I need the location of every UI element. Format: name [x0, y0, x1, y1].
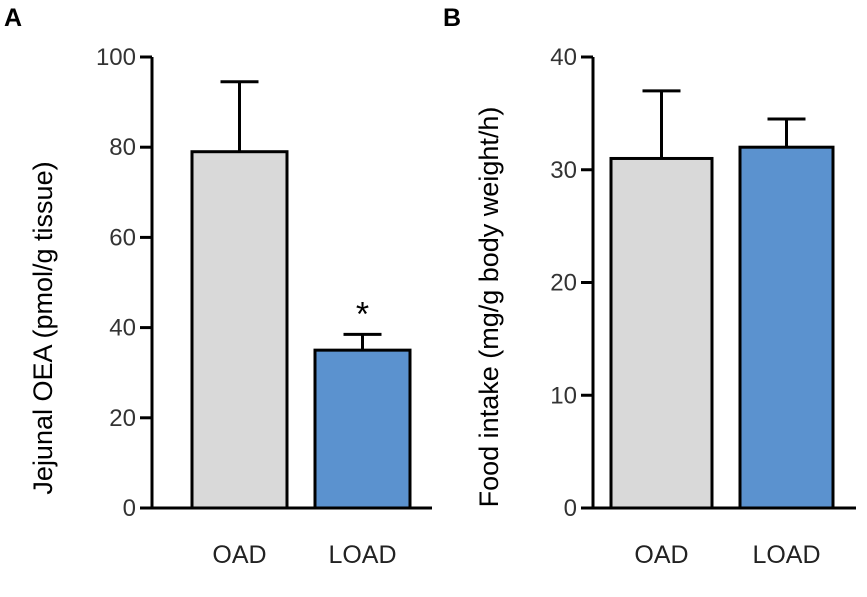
- category-label-b-load: LOAD: [752, 541, 820, 569]
- significance-marker-a: *: [356, 295, 369, 333]
- panel-letter-b: B: [443, 4, 461, 32]
- y-tick-label-a-60: 60: [109, 224, 136, 251]
- y-axis-label-a: Jejunal OEA (pmol/g tissue): [28, 161, 58, 494]
- y-axis-label-b: Food intake (mg/g body weight/h): [474, 107, 504, 508]
- panel-letter-a: A: [4, 4, 22, 32]
- y-tick-label-b-30: 30: [550, 157, 577, 184]
- y-tick-label-b-0: 0: [564, 495, 577, 522]
- bar-b-load: [738, 145, 835, 510]
- bar-b-oad: [609, 156, 714, 510]
- y-tick-label-a-40: 40: [109, 315, 136, 342]
- bar-a-load: [313, 348, 412, 510]
- y-tick-label-a-80: 80: [109, 134, 136, 161]
- category-label-b-oad: OAD: [634, 541, 688, 569]
- panel-a: A Jejunal OEA (pmol/g tissue) OAD * LOAD 0 2…: [4, 4, 432, 569]
- y-tick-label-a-20: 20: [109, 405, 136, 432]
- y-tick-label-b-10: 10: [550, 382, 577, 409]
- bar-a-oad: [190, 150, 289, 510]
- y-tick-label-b-40: 40: [550, 44, 577, 71]
- category-label-a-oad: OAD: [212, 541, 266, 569]
- plot-b: OAD LOAD 0 10 20 30 40: [550, 44, 856, 569]
- plot-a: OAD * LOAD 0 20 40 60 80 100: [96, 44, 432, 569]
- y-tick-label-a-0: 0: [123, 495, 136, 522]
- panel-b: B Food intake (mg/g body weight/h) OAD LO…: [443, 4, 856, 569]
- category-label-a-load: LOAD: [328, 541, 396, 569]
- y-tick-label-a-100: 100: [96, 44, 136, 71]
- y-tick-label-b-20: 20: [550, 270, 577, 297]
